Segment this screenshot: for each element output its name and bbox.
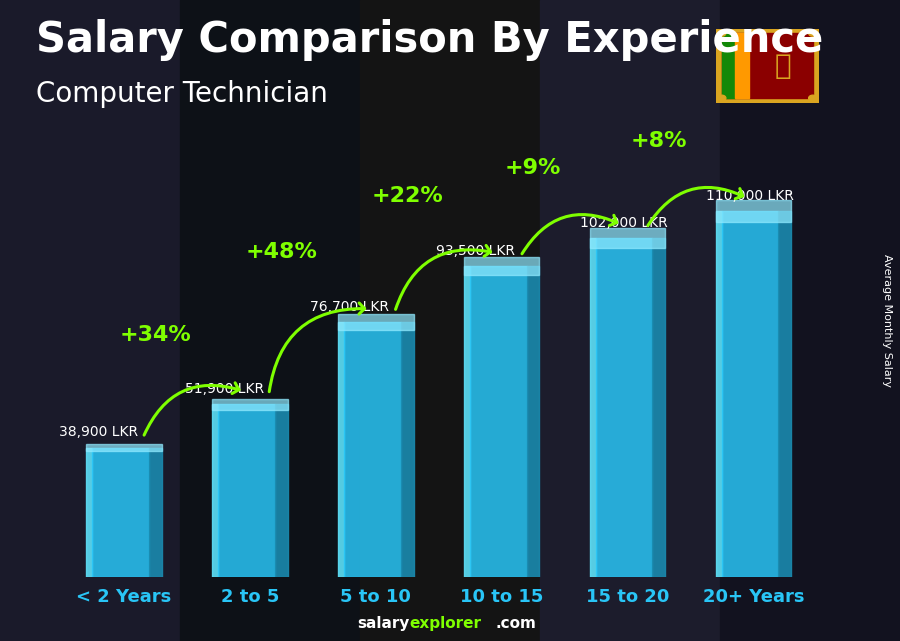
Bar <box>400 322 414 577</box>
Bar <box>464 257 539 276</box>
Text: explorer: explorer <box>410 617 482 631</box>
Bar <box>338 314 414 329</box>
Text: 102,000 LKR: 102,000 LKR <box>580 215 668 229</box>
Text: 𝐋: 𝐋 <box>775 52 791 79</box>
Bar <box>212 399 288 410</box>
Bar <box>722 33 813 98</box>
Bar <box>212 404 218 577</box>
Bar <box>716 212 722 577</box>
Bar <box>716 201 791 222</box>
Text: +34%: +34% <box>120 324 192 345</box>
Bar <box>652 238 665 577</box>
Text: +22%: +22% <box>372 187 443 206</box>
Bar <box>338 322 344 577</box>
Text: 93,500 LKR: 93,500 LKR <box>436 244 515 258</box>
Bar <box>590 238 596 577</box>
Bar <box>86 447 93 577</box>
Bar <box>722 33 735 98</box>
Bar <box>274 404 288 577</box>
Text: 76,700 LKR: 76,700 LKR <box>310 299 390 313</box>
Bar <box>464 266 470 577</box>
Circle shape <box>717 95 725 101</box>
Bar <box>344 322 400 577</box>
Text: Salary Comparison By Experience: Salary Comparison By Experience <box>36 19 824 62</box>
Text: salary: salary <box>357 617 410 631</box>
Text: +48%: +48% <box>246 242 318 262</box>
Text: Computer Technician: Computer Technician <box>36 80 328 108</box>
Bar <box>596 238 652 577</box>
Circle shape <box>808 30 817 37</box>
Bar <box>590 228 665 248</box>
Bar <box>778 212 791 577</box>
Bar <box>526 266 539 577</box>
Bar <box>93 447 149 577</box>
Circle shape <box>808 95 817 101</box>
Bar <box>722 212 778 577</box>
Text: 110,000 LKR: 110,000 LKR <box>706 189 794 203</box>
Text: +9%: +9% <box>505 158 562 178</box>
Bar <box>218 404 274 577</box>
Text: +8%: +8% <box>631 131 688 151</box>
Text: Average Monthly Salary: Average Monthly Salary <box>881 254 892 387</box>
Circle shape <box>717 30 725 37</box>
Bar <box>86 444 162 451</box>
Bar <box>470 266 526 577</box>
Bar <box>149 447 162 577</box>
Text: .com: .com <box>495 617 536 631</box>
Text: 51,900 LKR: 51,900 LKR <box>184 382 264 396</box>
Text: 38,900 LKR: 38,900 LKR <box>58 425 138 439</box>
Bar <box>735 33 749 98</box>
